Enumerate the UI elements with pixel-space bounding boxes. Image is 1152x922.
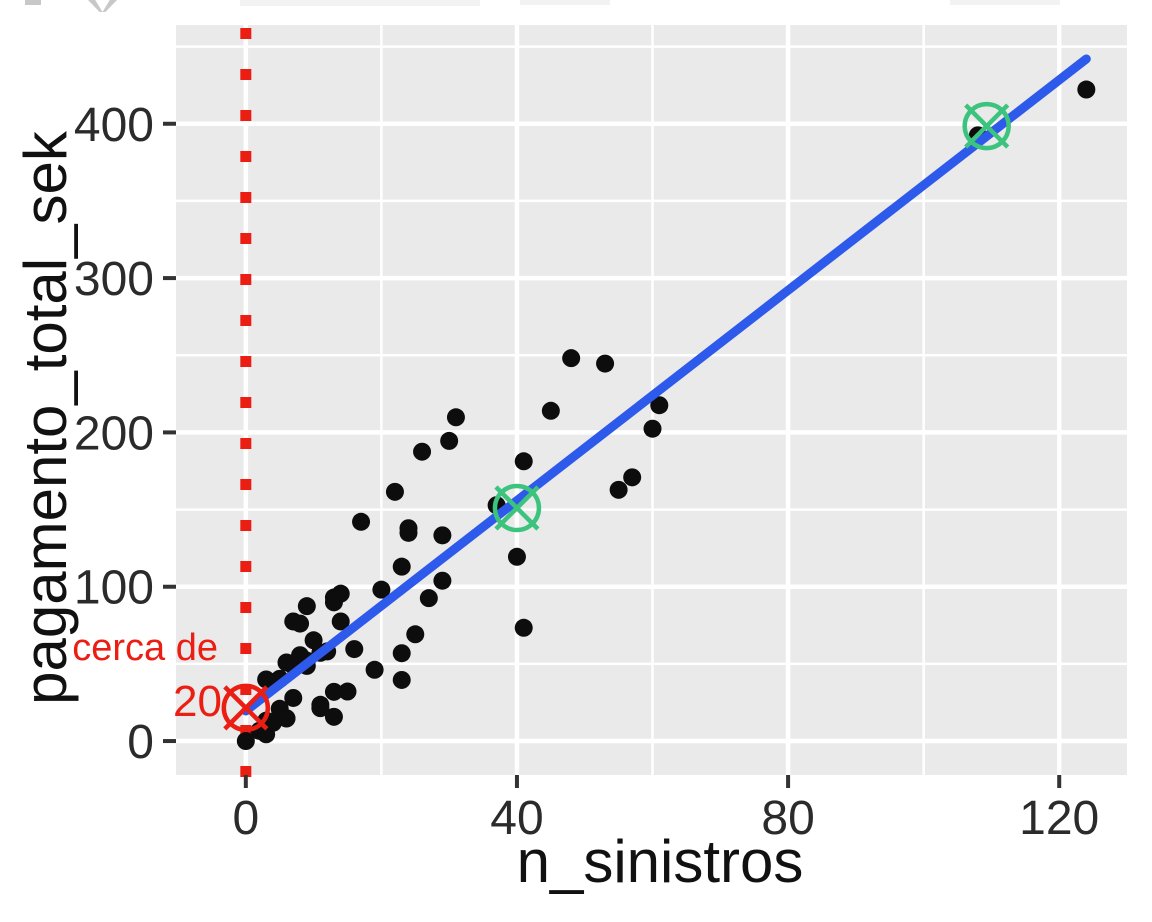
text-layer: pagamento_total_sek n_sinistros cerca de… — [12, 130, 803, 895]
annotation-cerca-de: cerca de — [72, 627, 218, 669]
data-point — [311, 699, 330, 718]
data-point — [433, 571, 452, 590]
y-tick-label: 400 — [74, 99, 154, 152]
data-point — [650, 396, 669, 415]
data-point — [345, 640, 364, 659]
data-point — [277, 709, 296, 728]
data-point — [297, 597, 316, 616]
data-point — [331, 612, 350, 631]
data-point — [284, 688, 303, 707]
data-point — [541, 401, 560, 420]
x-tick-label: 40 — [490, 792, 543, 845]
data-point — [392, 670, 411, 689]
y-tick-label: 0 — [127, 716, 154, 769]
data-point — [643, 419, 662, 438]
data-point — [609, 480, 628, 499]
data-point — [446, 408, 465, 427]
cropped-text-artifact — [520, 0, 610, 5]
data-point — [338, 682, 357, 701]
data-point — [257, 670, 276, 689]
data-point — [324, 707, 343, 726]
highlight-marker — [492, 483, 542, 533]
x-tick-label: 0 — [232, 792, 259, 845]
data-point — [372, 580, 391, 599]
highlight-marker — [962, 101, 1011, 151]
data-point — [419, 589, 438, 608]
y-tick-label: 100 — [74, 562, 154, 615]
data-point — [406, 625, 425, 644]
data-point — [399, 519, 418, 538]
data-point — [236, 732, 255, 751]
cropped-text-artifact — [950, 0, 1060, 5]
x-axis-title: n_sinistros — [517, 828, 804, 895]
data-point — [365, 660, 384, 679]
data-point — [562, 349, 581, 368]
chart-layers: 0 40 80 120 0 100 200 300 400 — [74, 25, 1127, 845]
data-point — [385, 482, 404, 501]
data-point — [392, 557, 411, 576]
data-point — [324, 682, 343, 701]
data-point — [392, 644, 411, 663]
y-axis-title: pagamento_total_sek — [12, 130, 79, 705]
data-point — [440, 431, 459, 450]
data-point — [331, 584, 350, 603]
data-point — [1077, 80, 1096, 99]
x-tick-label: 120 — [1019, 792, 1099, 845]
highlight-marker — [221, 683, 271, 733]
data-point — [623, 468, 642, 487]
data-point — [433, 526, 452, 545]
cropped-text-artifact — [240, 0, 480, 6]
data-point — [596, 354, 615, 373]
data-point — [263, 712, 282, 731]
annotation-20: 20 — [173, 677, 222, 726]
regression-line — [241, 54, 1091, 716]
data-point — [514, 618, 533, 637]
data-point — [514, 452, 533, 471]
data-point — [277, 653, 296, 672]
y-tick-label: 200 — [74, 407, 154, 460]
cropped-text-artifact — [25, 0, 41, 5]
x-tick-label: 80 — [761, 792, 814, 845]
data-point — [413, 442, 432, 461]
data-point — [507, 547, 526, 566]
data-point — [291, 614, 310, 633]
data-point — [352, 512, 371, 531]
y-tick-label: 300 — [74, 253, 154, 306]
